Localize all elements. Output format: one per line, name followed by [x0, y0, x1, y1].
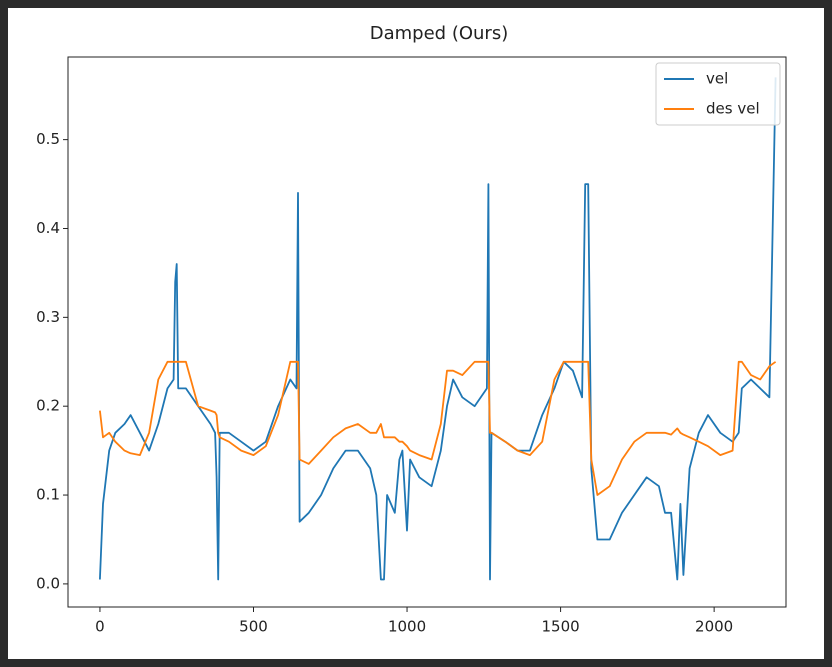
screenshot: Damped (Ours) 0.0 0.1 0.2 0.3 0.4 0.5 0 500 1000…: [8, 8, 824, 659]
y-tick-label: 0.5: [36, 130, 60, 148]
series-line: [99, 77, 777, 581]
y-tick-label: 0.1: [36, 486, 60, 504]
x-tick-label: 2000: [695, 618, 733, 636]
chart: Damped (Ours) 0.0 0.1 0.2 0.3 0.4 0.5 0 500 1000…: [36, 23, 787, 636]
x-tick-label: 1000: [388, 618, 426, 636]
series-line: [99, 360, 777, 496]
y-tick-label: 0.2: [36, 397, 60, 415]
legend-label: des vel: [706, 100, 760, 118]
y-tick-label: 0.3: [36, 308, 60, 326]
x-tick-label: 1500: [541, 618, 579, 636]
x-tick-label: 0: [95, 618, 105, 636]
y-tick-label: 0.0: [36, 574, 60, 592]
chart-title: Damped (Ours): [370, 23, 508, 44]
plot-frame: [67, 56, 787, 608]
x-tick-label: 500: [239, 618, 268, 636]
legend-label: vel: [706, 70, 728, 88]
y-tick-label: 0.4: [36, 219, 60, 237]
